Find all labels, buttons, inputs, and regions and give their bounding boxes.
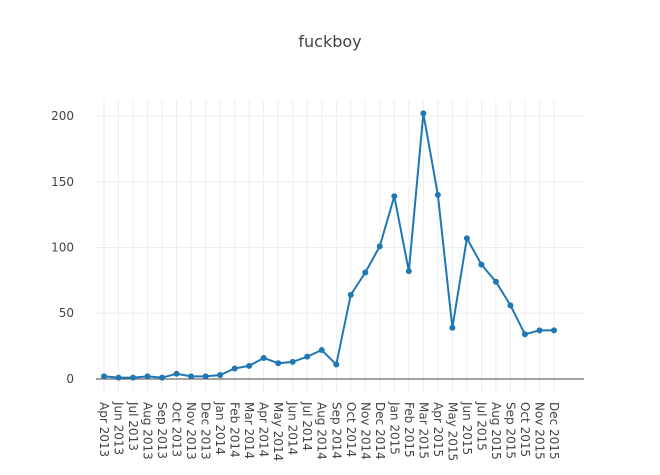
point: [159, 374, 166, 381]
y-tick-label: 0: [66, 372, 74, 386]
point: [246, 362, 253, 369]
point: [391, 193, 398, 200]
x-tick-label: Nov 2013: [184, 402, 198, 460]
point: [318, 347, 325, 354]
x-tick-label: Sep 2015: [503, 402, 517, 459]
x-tick-label: Jan 2014: [213, 401, 227, 455]
point: [188, 373, 195, 380]
point: [405, 268, 412, 275]
point: [521, 331, 528, 338]
point: [333, 361, 340, 368]
x-tick-label: Nov 2014: [358, 402, 372, 460]
point: [275, 360, 282, 367]
point: [507, 302, 514, 309]
x-tick-label: Oct 2014: [344, 402, 358, 457]
point: [173, 370, 180, 377]
point: [347, 291, 354, 298]
point: [420, 110, 427, 117]
x-tick-label: Jan 2015: [387, 401, 401, 455]
x-tick-label: Jun 2015: [460, 401, 474, 455]
point: [101, 373, 107, 380]
x-tick-label: Sep 2013: [155, 402, 169, 459]
point: [362, 269, 369, 276]
x-tick-label: Apr 2013: [97, 402, 111, 457]
point: [130, 374, 137, 381]
x-tick-label: Dec 2013: [199, 402, 213, 460]
x-tick-label: Apr 2014: [257, 402, 271, 457]
x-tick-label: Feb 2015: [402, 402, 416, 458]
y-tick-label: 200: [51, 109, 74, 123]
point: [144, 373, 151, 380]
y-tick-label: 50: [59, 306, 74, 320]
y-tick-label: 150: [51, 175, 74, 189]
x-tick-label: Oct 2015: [518, 402, 532, 457]
y-tick-label: 100: [51, 241, 74, 255]
line: [103, 113, 554, 379]
point: [289, 358, 296, 365]
point: [217, 372, 224, 379]
x-tick-label: Apr 2015: [431, 402, 445, 457]
point: [551, 327, 557, 334]
x-tick-label: Jul 2014: [300, 401, 314, 451]
point: [434, 191, 441, 198]
x-tick-label: Aug 2015: [489, 402, 503, 460]
point: [449, 324, 456, 331]
x-tick-label: Nov 2015: [532, 402, 546, 460]
x-tick-label: Feb 2014: [228, 402, 242, 458]
x-tick-label: Jun 2013: [112, 401, 126, 455]
point: [260, 354, 267, 361]
x-tick-label: Sep 2014: [329, 402, 343, 459]
chart-title: fuckboy: [298, 32, 361, 51]
x-tick-label: Aug 2014: [315, 402, 329, 460]
x-tick-label: Mar 2014: [242, 402, 256, 459]
point: [463, 235, 470, 242]
point: [202, 373, 209, 380]
point: [115, 374, 122, 381]
point: [536, 327, 543, 334]
x-tick-label: May 2014: [271, 402, 285, 461]
x-tick-label: Dec 2015: [547, 402, 561, 460]
point: [478, 261, 485, 268]
point: [304, 353, 311, 360]
x-tick-label: Jul 2013: [126, 401, 140, 451]
x-tick-label: Dec 2014: [373, 402, 387, 460]
point: [376, 243, 383, 250]
point: [231, 365, 238, 372]
x-tick-label: Aug 2013: [141, 402, 155, 460]
x-tick-label: Jun 2014: [286, 401, 300, 455]
x-tick-label: Mar 2015: [416, 402, 430, 459]
x-tick-label: May 2015: [445, 402, 459, 461]
x-tick-label: Oct 2013: [170, 402, 184, 457]
x-tick-label: Jul 2015: [474, 401, 488, 451]
point: [492, 278, 499, 285]
